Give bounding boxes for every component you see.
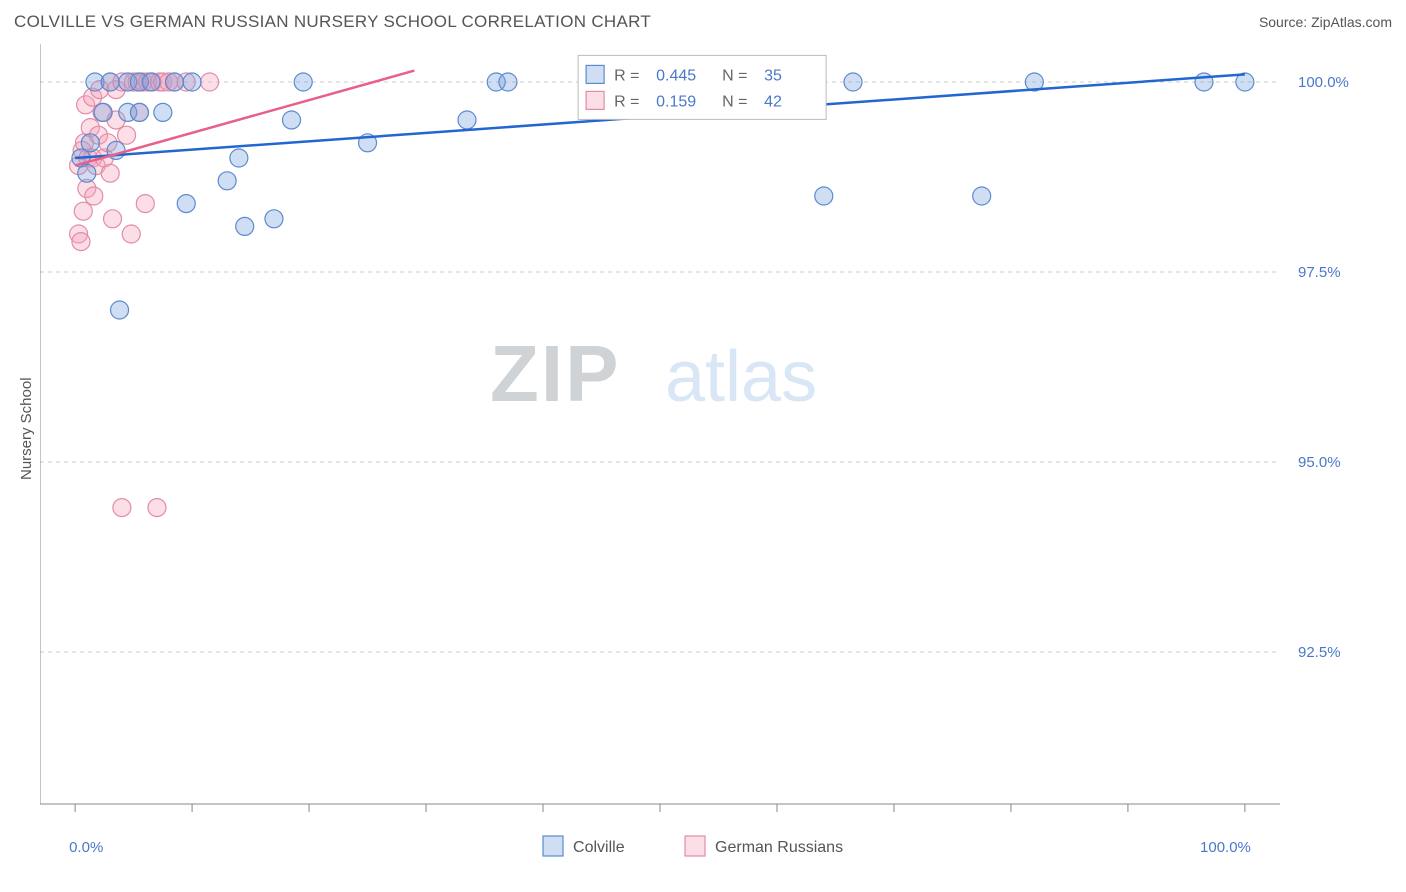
- legend-r-label: R =: [614, 67, 639, 84]
- legend-label: German Russians: [715, 839, 843, 856]
- legend-r-label: R =: [614, 93, 639, 110]
- data-point: [294, 73, 312, 91]
- data-point: [136, 195, 154, 213]
- data-point: [130, 103, 148, 121]
- chart-title: COLVILLE VS GERMAN RUSSIAN NURSERY SCHOO…: [14, 12, 651, 32]
- data-point: [142, 73, 160, 91]
- x-max-label: 100.0%: [1200, 839, 1251, 856]
- data-point: [104, 210, 122, 228]
- y-tick-label: 92.5%: [1298, 644, 1341, 661]
- data-point: [499, 73, 517, 91]
- data-point: [973, 187, 991, 205]
- data-point: [815, 187, 833, 205]
- data-point: [118, 126, 136, 144]
- legend-r-value: 0.159: [656, 93, 696, 110]
- data-point: [283, 111, 301, 129]
- legend-label: Colville: [573, 839, 625, 856]
- watermark: ZIP: [490, 329, 620, 418]
- correlation-chart: 92.5%95.0%97.5%100.0%ZIPatlas0.0%100.0%R…: [40, 44, 1390, 824]
- data-point: [81, 134, 99, 152]
- data-point: [458, 111, 476, 129]
- y-tick-label: 95.0%: [1298, 454, 1341, 471]
- y-tick-label: 97.5%: [1298, 264, 1341, 281]
- data-point: [154, 103, 172, 121]
- legend-r-value: 0.445: [656, 67, 696, 84]
- data-point: [72, 233, 90, 251]
- legend-swatch: [586, 65, 604, 83]
- legend-swatch: [685, 836, 705, 856]
- data-point: [113, 499, 131, 517]
- legend-swatch: [586, 91, 604, 109]
- data-point: [111, 301, 129, 319]
- data-point: [122, 225, 140, 243]
- data-point: [74, 202, 92, 220]
- data-point: [183, 73, 201, 91]
- source-label: Source: ZipAtlas.com: [1259, 14, 1392, 30]
- data-point: [101, 164, 119, 182]
- legend-n-label: N =: [722, 93, 747, 110]
- data-point: [230, 149, 248, 167]
- x-min-label: 0.0%: [69, 839, 103, 856]
- legend-swatch: [543, 836, 563, 856]
- y-axis-label: Nursery School: [18, 460, 35, 480]
- data-point: [85, 187, 103, 205]
- data-point: [218, 172, 236, 190]
- data-point: [265, 210, 283, 228]
- data-point: [844, 73, 862, 91]
- y-tick-label: 100.0%: [1298, 74, 1349, 91]
- data-point: [236, 217, 254, 235]
- legend-n-value: 42: [764, 93, 782, 110]
- legend-n-value: 35: [764, 67, 782, 84]
- data-point: [101, 73, 119, 91]
- legend-n-label: N =: [722, 67, 747, 84]
- data-point: [148, 499, 166, 517]
- data-point: [166, 73, 184, 91]
- data-point: [201, 73, 219, 91]
- watermark: atlas: [665, 337, 817, 417]
- data-point: [94, 103, 112, 121]
- data-point: [78, 164, 96, 182]
- data-point: [177, 195, 195, 213]
